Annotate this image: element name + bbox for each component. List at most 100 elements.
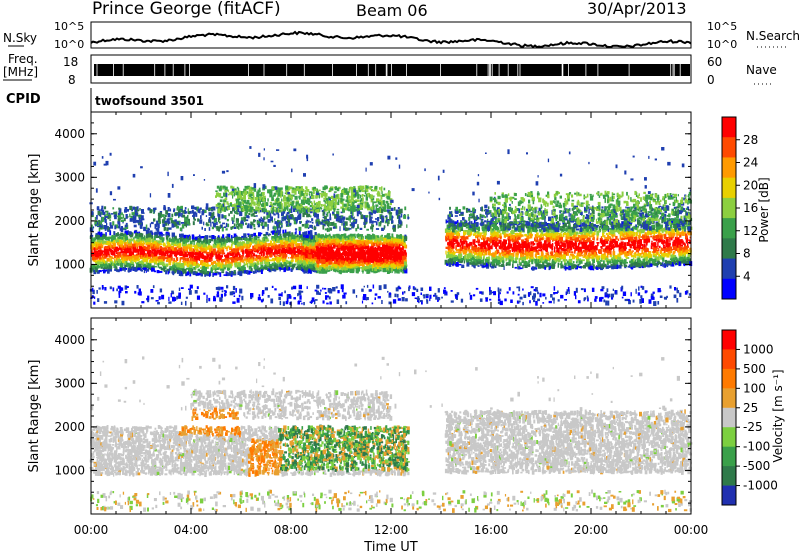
scatter-cell xyxy=(195,247,199,253)
scatter-cell xyxy=(97,243,101,247)
scatter-cell xyxy=(113,238,117,241)
scatter-cell xyxy=(107,251,110,256)
scatter-cell xyxy=(382,242,385,247)
scatter-cell xyxy=(374,254,378,259)
scatter-cell xyxy=(324,256,327,259)
scatter-cell xyxy=(191,259,194,261)
scatter-cell xyxy=(121,261,124,266)
scatter-cell xyxy=(253,232,256,237)
freq-gap xyxy=(507,64,509,76)
scatter-cell xyxy=(174,240,178,245)
scatter-cell xyxy=(190,240,193,245)
scatter-cell xyxy=(249,242,252,246)
freq-left-unit: [MHz] xyxy=(3,65,38,79)
scatter-cell xyxy=(370,255,374,259)
scatter-cell xyxy=(282,264,284,268)
scatter-cell xyxy=(91,255,94,257)
scatter-cell xyxy=(128,251,132,257)
scatter-cell xyxy=(210,246,213,251)
scatter-cell xyxy=(197,246,201,248)
scatter-cell xyxy=(596,242,600,244)
scatter-cell xyxy=(227,258,229,262)
scatter-cell xyxy=(261,268,264,271)
scatter-cell xyxy=(282,257,285,262)
scatter-cell xyxy=(351,240,354,243)
scatter-cell xyxy=(232,242,234,245)
scatter-cell xyxy=(384,262,387,266)
scatter-cell xyxy=(362,243,365,249)
scatter-cell xyxy=(187,262,190,267)
scatter-cell xyxy=(111,257,115,260)
freq-gap xyxy=(491,64,493,76)
scatter-cell xyxy=(298,230,301,235)
scatter-cell xyxy=(172,238,175,243)
scatter-cell xyxy=(181,233,184,238)
scatter-cell xyxy=(357,255,361,258)
scatter-cell xyxy=(200,240,204,246)
scatter-cell xyxy=(162,243,166,247)
scatter-cell xyxy=(129,244,133,249)
scatter-cell xyxy=(138,232,142,237)
scatter-cell xyxy=(265,236,268,239)
scatter-cell xyxy=(188,256,191,259)
scatter-cell xyxy=(93,239,95,243)
scatter-cell xyxy=(339,270,343,273)
scatter-cell xyxy=(155,241,157,246)
scatter-cell xyxy=(167,271,169,275)
scatter-cell xyxy=(146,231,150,236)
scatter-cell xyxy=(186,260,188,263)
scatter-cell xyxy=(445,238,449,241)
scatter-cell xyxy=(148,267,151,270)
scatter-cell xyxy=(353,249,356,254)
scatter-cell xyxy=(315,254,319,259)
scatter-cell xyxy=(154,233,157,239)
scatter-cell xyxy=(191,252,194,256)
scatter-cell xyxy=(172,251,176,255)
scatter-cell xyxy=(135,268,138,272)
scatter-cell xyxy=(293,243,295,249)
scatter-cell xyxy=(172,261,175,265)
scatter-cell xyxy=(267,251,270,255)
scatter-cell xyxy=(154,260,158,262)
scatter-cell xyxy=(389,250,391,253)
scatter-cell xyxy=(294,250,298,254)
scatter-cell xyxy=(354,251,358,255)
freq-gap xyxy=(490,64,491,76)
scatter-cell xyxy=(99,243,102,248)
scatter-cell xyxy=(360,266,362,269)
scatter-cell xyxy=(246,262,249,268)
scatter-cell xyxy=(348,242,352,246)
scatter-cell xyxy=(313,267,315,270)
scatter-cell xyxy=(118,248,122,250)
scatter-cell xyxy=(126,240,129,244)
scatter-cell xyxy=(323,264,326,269)
scatter-cell xyxy=(111,245,115,249)
scatter-cell xyxy=(663,233,665,237)
scatter-cell xyxy=(182,239,186,244)
scatter-cell xyxy=(361,247,365,249)
scatter-cell xyxy=(404,255,407,260)
scatter-cell xyxy=(302,232,305,236)
scatter-cell xyxy=(307,254,309,259)
scatter-cell xyxy=(330,256,333,259)
scatter-cell xyxy=(312,248,315,251)
scatter-cell xyxy=(186,235,189,238)
scatter-cell xyxy=(677,233,680,236)
freq-panel: Freq. [MHz] 18 8 60 0 Nave xyxy=(3,52,777,87)
scatter-cell xyxy=(135,249,138,252)
scatter-cell xyxy=(367,246,370,250)
scatter-cell xyxy=(130,238,133,242)
scatter-cell xyxy=(258,255,262,259)
scatter-cell xyxy=(110,242,112,248)
scatter-cell xyxy=(228,233,231,239)
scatter-cell xyxy=(372,245,374,250)
scatter-cell xyxy=(180,263,184,267)
scatter-cell xyxy=(279,250,281,253)
scatter-cell xyxy=(162,265,166,270)
scatter-cell xyxy=(296,234,299,238)
scatter-cell xyxy=(383,248,387,253)
scatter-cell xyxy=(404,234,407,237)
scatter-cell xyxy=(614,230,618,232)
scatter-cell xyxy=(598,226,601,232)
scatter-cell xyxy=(144,269,148,271)
